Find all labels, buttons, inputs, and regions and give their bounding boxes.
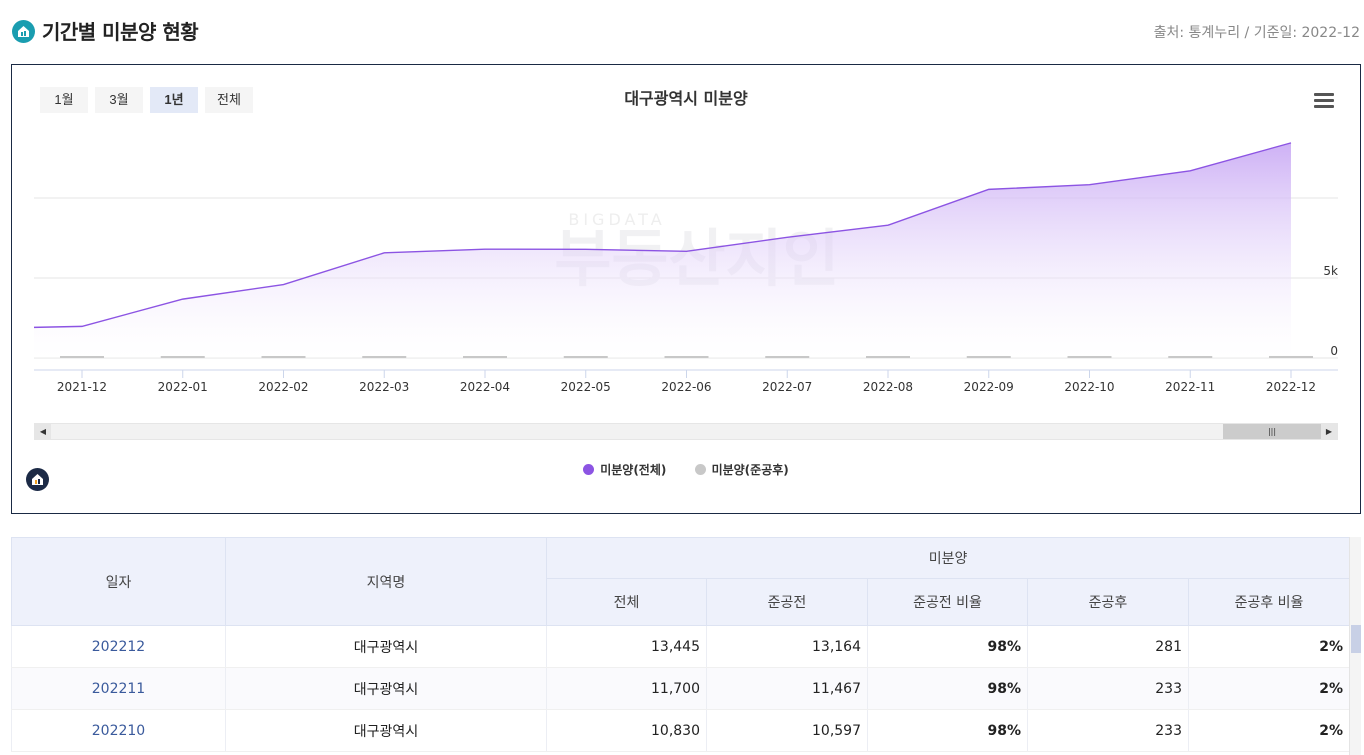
x-tick-label: 2022-03: [359, 380, 409, 394]
unsold-table-panel: 일자 지역명 미분양 전체 준공전 준공전 비율 준공후 준공후 비율 2022…: [11, 537, 1361, 755]
cell-pre-completion: 10,597: [706, 709, 868, 752]
y-tick-label: 5k: [1323, 264, 1338, 278]
range-1-month-button[interactable]: 1월: [40, 87, 88, 113]
bar-post-completion: [1269, 355, 1313, 358]
x-tick-label: 2022-12: [1266, 380, 1316, 394]
y-tick-label: 0: [1330, 344, 1338, 358]
brand-logo-icon: [26, 468, 49, 491]
x-tick-label: 2022-10: [1064, 380, 1114, 394]
range-1-year-button[interactable]: 1년: [150, 87, 198, 113]
cell-region: 대구광역시: [225, 625, 547, 668]
bar-post-completion: [261, 356, 306, 358]
legend-dot-icon: [583, 464, 595, 475]
x-tick-label: 2022-06: [661, 380, 711, 394]
cell-post-completion-ratio: 2%: [1187, 667, 1351, 710]
column-header-total[interactable]: 전체: [546, 578, 707, 626]
chart-legend: 미분양(전체) 미분양(준공후): [12, 461, 1360, 478]
cell-pre-completion: 11,467: [706, 667, 868, 710]
bar-post-completion: [60, 356, 104, 358]
column-header-pre-completion-ratio[interactable]: 준공전 비율: [867, 578, 1028, 626]
unsold-table: 일자 지역명 미분양 전체 준공전 준공전 비율 준공후 준공후 비율 2022…: [11, 537, 1351, 752]
cell-total: 11,700: [546, 667, 707, 710]
x-tick-label: 2021-12: [57, 380, 107, 394]
table-scroll-thumb[interactable]: [1351, 625, 1361, 653]
x-tick-label: 2022-09: [964, 380, 1014, 394]
cell-date: 202210: [11, 709, 226, 752]
cell-region: 대구광역시: [225, 667, 547, 710]
bar-post-completion: [966, 356, 1011, 358]
cell-pre-completion-ratio: 98%: [867, 709, 1028, 752]
cell-date: 202211: [11, 667, 226, 710]
bar-post-completion: [765, 356, 810, 358]
bar-post-completion: [1168, 356, 1213, 358]
chart-panel: BIGDATA부동산지인2021-122022-012022-022022-03…: [11, 64, 1361, 514]
scroll-thumb[interactable]: |||: [1223, 424, 1321, 439]
x-tick-label: 2022-07: [762, 380, 812, 394]
cell-post-completion: 233: [1027, 709, 1189, 752]
legend-item-total[interactable]: 미분양(전체): [583, 461, 666, 478]
cell-region: 대구광역시: [225, 709, 547, 752]
chart-title: 대구광역시 미분양: [624, 89, 748, 108]
page-title: 기간별 미분양 현황: [42, 20, 199, 44]
x-tick-label: 2022-11: [1165, 380, 1215, 394]
legend-label: 미분양(전체): [600, 463, 667, 477]
x-tick-label: 2022-04: [460, 380, 510, 394]
scroll-left-arrow-icon[interactable]: ◀: [35, 424, 51, 439]
cell-pre-completion-ratio: 98%: [867, 625, 1028, 668]
table-row[interactable]: 202210 대구광역시 10,830 10,597 98% 233 2%: [11, 709, 1351, 752]
bar-post-completion: [563, 356, 608, 358]
bar-post-completion: [362, 356, 407, 358]
cell-total: 13,445: [546, 625, 707, 668]
bar-post-completion: [160, 356, 205, 358]
cell-post-completion: 281: [1027, 625, 1189, 668]
column-header-pre-completion[interactable]: 준공전: [706, 578, 868, 626]
legend-item-post-completion[interactable]: 미분양(준공후): [694, 461, 789, 478]
area-chart: BIGDATA부동산지인2021-122022-012022-022022-03…: [33, 142, 1338, 394]
data-source-label: 출처: 통계누리 / 기준일: 2022-12: [1153, 25, 1360, 41]
column-header-date[interactable]: 일자: [11, 537, 226, 626]
legend-dot-icon: [694, 464, 706, 475]
bar-post-completion: [1067, 356, 1112, 358]
legend-label: 미분양(준공후): [711, 463, 789, 477]
cell-total: 10,830: [546, 709, 707, 752]
x-tick-label: 2022-02: [258, 380, 308, 394]
column-header-post-completion[interactable]: 준공후: [1027, 578, 1189, 626]
x-tick-label: 2022-01: [158, 380, 208, 394]
column-header-post-completion-ratio[interactable]: 준공후 비율: [1187, 578, 1351, 626]
cell-post-completion-ratio: 2%: [1187, 625, 1351, 668]
page-header: 기간별 미분양 현황 출처: 통계누리 / 기준일: 2022-12: [0, 0, 1364, 62]
bar-post-completion: [463, 356, 507, 358]
table-row[interactable]: 202211 대구광역시 11,700 11,467 98% 233 2%: [11, 667, 1351, 710]
range-3-month-button[interactable]: 3월: [95, 87, 143, 113]
cell-post-completion-ratio: 2%: [1187, 709, 1351, 752]
table-vertical-scrollbar[interactable]: [1349, 537, 1361, 755]
area-fill-total: [34, 142, 1291, 358]
home-logo-icon: [12, 20, 35, 43]
chart-menu-icon[interactable]: [1314, 93, 1334, 109]
cell-post-completion: 233: [1027, 667, 1189, 710]
column-header-region[interactable]: 지역명: [225, 537, 547, 626]
cell-pre-completion: 13,164: [706, 625, 868, 668]
x-tick-label: 2022-05: [561, 380, 611, 394]
range-all-button[interactable]: 전체: [205, 87, 253, 113]
bar-post-completion: [866, 356, 910, 358]
chart-navigator-scrollbar[interactable]: ◀ ||| ▶: [34, 423, 1338, 440]
cell-pre-completion-ratio: 98%: [867, 667, 1028, 710]
x-tick-label: 2022-08: [863, 380, 913, 394]
bar-post-completion: [664, 356, 709, 358]
series-line-total: [33, 142, 1292, 329]
scroll-right-arrow-icon[interactable]: ▶: [1321, 424, 1337, 439]
column-group-header-unsold: 미분양: [545, 537, 1351, 579]
watermark-small-text: BIGDATA: [568, 210, 665, 229]
table-row[interactable]: 202212 대구광역시 13,445 13,164 98% 281 2%: [11, 625, 1351, 668]
cell-date: 202212: [11, 625, 226, 668]
